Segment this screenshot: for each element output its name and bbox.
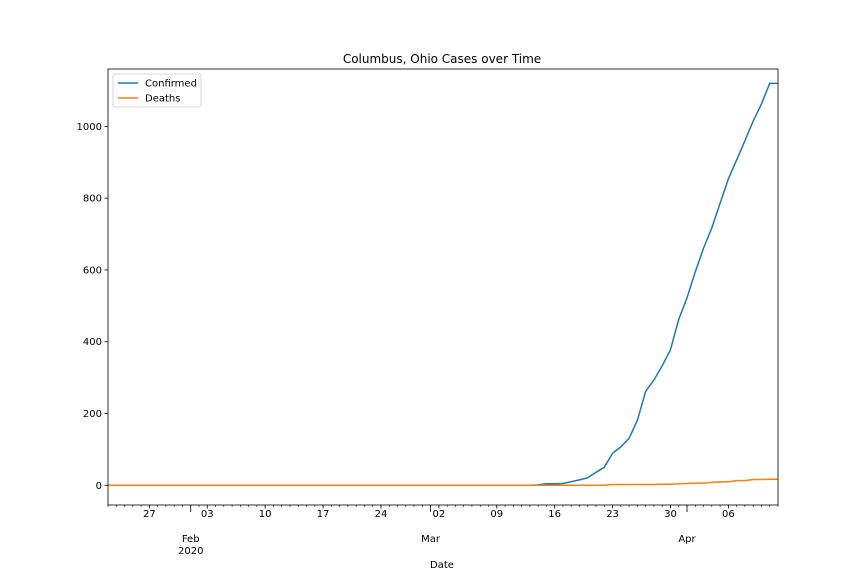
x-tick-label: 03	[201, 509, 214, 520]
y-tick-label: 800	[83, 194, 102, 205]
x-major-tick-label: Apr	[678, 534, 696, 545]
legend-label: Deaths	[145, 94, 180, 105]
axes-layer: 0 200 400 600 800 1000 27 03 10 17 24 02 09 16 23 30 06 F…	[77, 68, 779, 557]
x-major-tick-label: Mar	[421, 534, 441, 545]
y-tick-label: 600	[83, 265, 102, 276]
y-tick-label: 0	[96, 481, 102, 492]
y-tick-label: 400	[83, 337, 102, 348]
x-tick-label: 16	[548, 509, 561, 520]
plot-frame	[107, 68, 779, 506]
y-tick-label: 200	[83, 409, 102, 420]
x-axis-title: Date	[430, 560, 454, 571]
x-tick-label: 27	[143, 509, 156, 520]
x-tick-label: 30	[664, 509, 677, 520]
x-tick-label: 09	[490, 509, 503, 520]
x-tick-label: 17	[317, 509, 330, 520]
x-tick-label: 24	[375, 509, 388, 520]
x-major-tick-label: Feb	[182, 534, 200, 545]
x-tick-label: 23	[606, 509, 619, 520]
series-line-deaths	[108, 478, 778, 487]
series-line-confirmed	[108, 82, 778, 487]
chart-title: Columbus, Ohio Cases over Time	[343, 52, 541, 66]
x-major-tick-sublabel: 2020	[178, 546, 203, 557]
legend-label: Confirmed	[145, 79, 197, 90]
x-tick-label: 06	[722, 509, 735, 520]
x-tick-label: 10	[259, 509, 272, 520]
y-tick-label: 1000	[77, 122, 102, 133]
legend: Confirmed Deaths	[112, 73, 202, 108]
x-tick-label: 02	[432, 509, 445, 520]
series-layer	[108, 82, 778, 487]
